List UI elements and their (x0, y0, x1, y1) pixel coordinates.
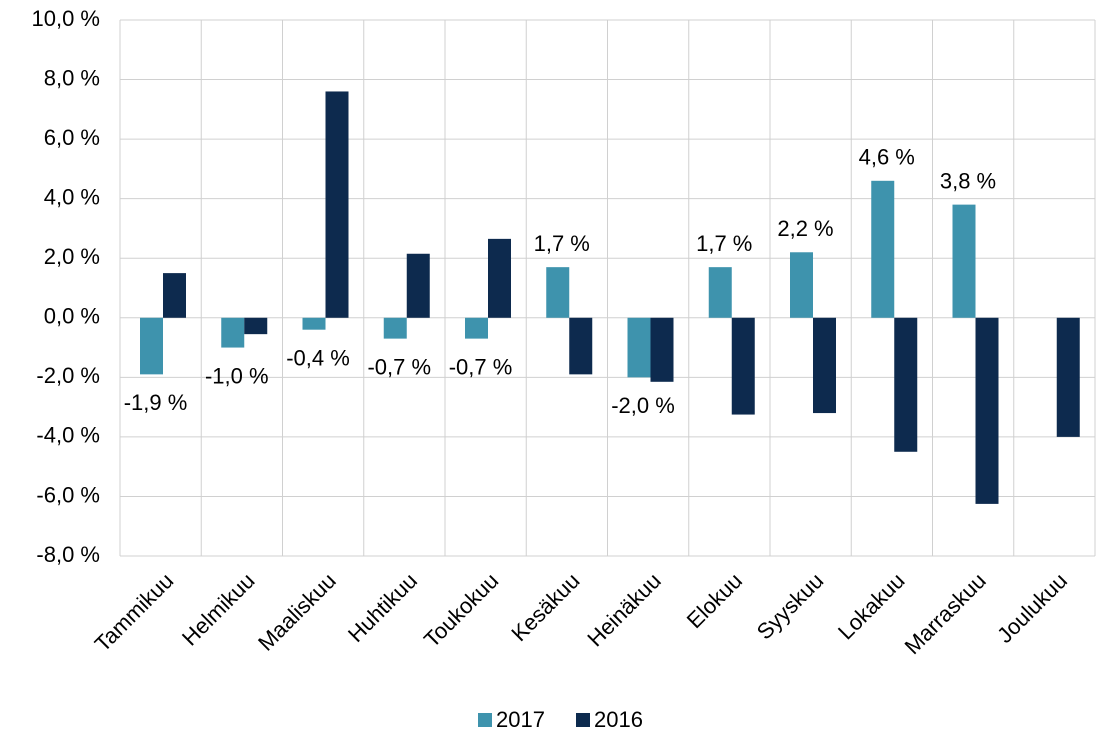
y-tick-label: 6,0 % (44, 125, 100, 150)
bar (546, 267, 570, 318)
data-label: -2,0 % (611, 393, 675, 418)
bar (952, 204, 976, 318)
bar (221, 317, 245, 348)
data-label: -0,4 % (286, 346, 350, 371)
legend-label: 2017 (496, 707, 545, 732)
x-tick-label: Syyskuu (752, 568, 828, 644)
x-tick-label: Toukokuu (419, 568, 503, 652)
x-tick-label: Lokakuu (833, 568, 910, 645)
x-tick-label: Maaliskuu (253, 568, 341, 656)
data-label: 2,2 % (777, 216, 833, 241)
y-tick-label: 4,0 % (44, 184, 100, 209)
x-tick-label: Elokuu (682, 568, 747, 633)
data-label: 1,7 % (534, 231, 590, 256)
bar (627, 317, 651, 378)
y-tick-label: 2,0 % (44, 244, 100, 269)
legend-swatch (478, 713, 492, 727)
y-tick-label: 10,0 % (32, 6, 101, 31)
bar (871, 180, 895, 318)
data-label: 3,8 % (940, 168, 996, 193)
bar (790, 252, 813, 318)
x-tick-label: Marraskuu (900, 568, 991, 659)
bar (813, 317, 836, 414)
bar (708, 267, 732, 318)
legend-label: 2016 (594, 707, 643, 732)
x-tick-label: Tammikuu (90, 568, 179, 657)
y-tick-label: -8,0 % (36, 542, 100, 567)
data-label: -0,7 % (367, 354, 431, 379)
bar (465, 317, 488, 339)
bar (569, 317, 593, 375)
bar (650, 317, 674, 382)
bar (894, 317, 918, 452)
data-label: -0,7 % (449, 354, 513, 379)
bar (140, 317, 163, 375)
data-label: -1,9 % (124, 390, 188, 415)
x-tick-label: Joulukuu (992, 568, 1072, 648)
bar (325, 91, 349, 318)
bar (1056, 317, 1080, 437)
bar (383, 317, 407, 339)
bar (244, 317, 268, 335)
bar (406, 253, 430, 318)
data-label: 1,7 % (696, 231, 752, 256)
x-tick-label: Helmikuu (177, 568, 260, 651)
y-tick-label: -4,0 % (36, 423, 100, 448)
bar (302, 317, 326, 330)
data-label: -1,0 % (205, 363, 269, 388)
legend-swatch (576, 713, 590, 727)
bar (731, 317, 755, 415)
y-tick-label: 0,0 % (44, 304, 100, 329)
y-tick-label: -2,0 % (36, 363, 100, 388)
bar (163, 273, 186, 318)
bar (488, 238, 511, 318)
x-tick-label: Heinäkuu (582, 568, 665, 651)
y-tick-label: 8,0 % (44, 65, 100, 90)
x-tick-label: Kesäkuu (506, 568, 584, 646)
x-tick-label: Huhtikuu (343, 568, 422, 647)
data-label: 4,6 % (859, 145, 915, 170)
y-tick-label: -6,0 % (36, 482, 100, 507)
bar (975, 317, 999, 504)
